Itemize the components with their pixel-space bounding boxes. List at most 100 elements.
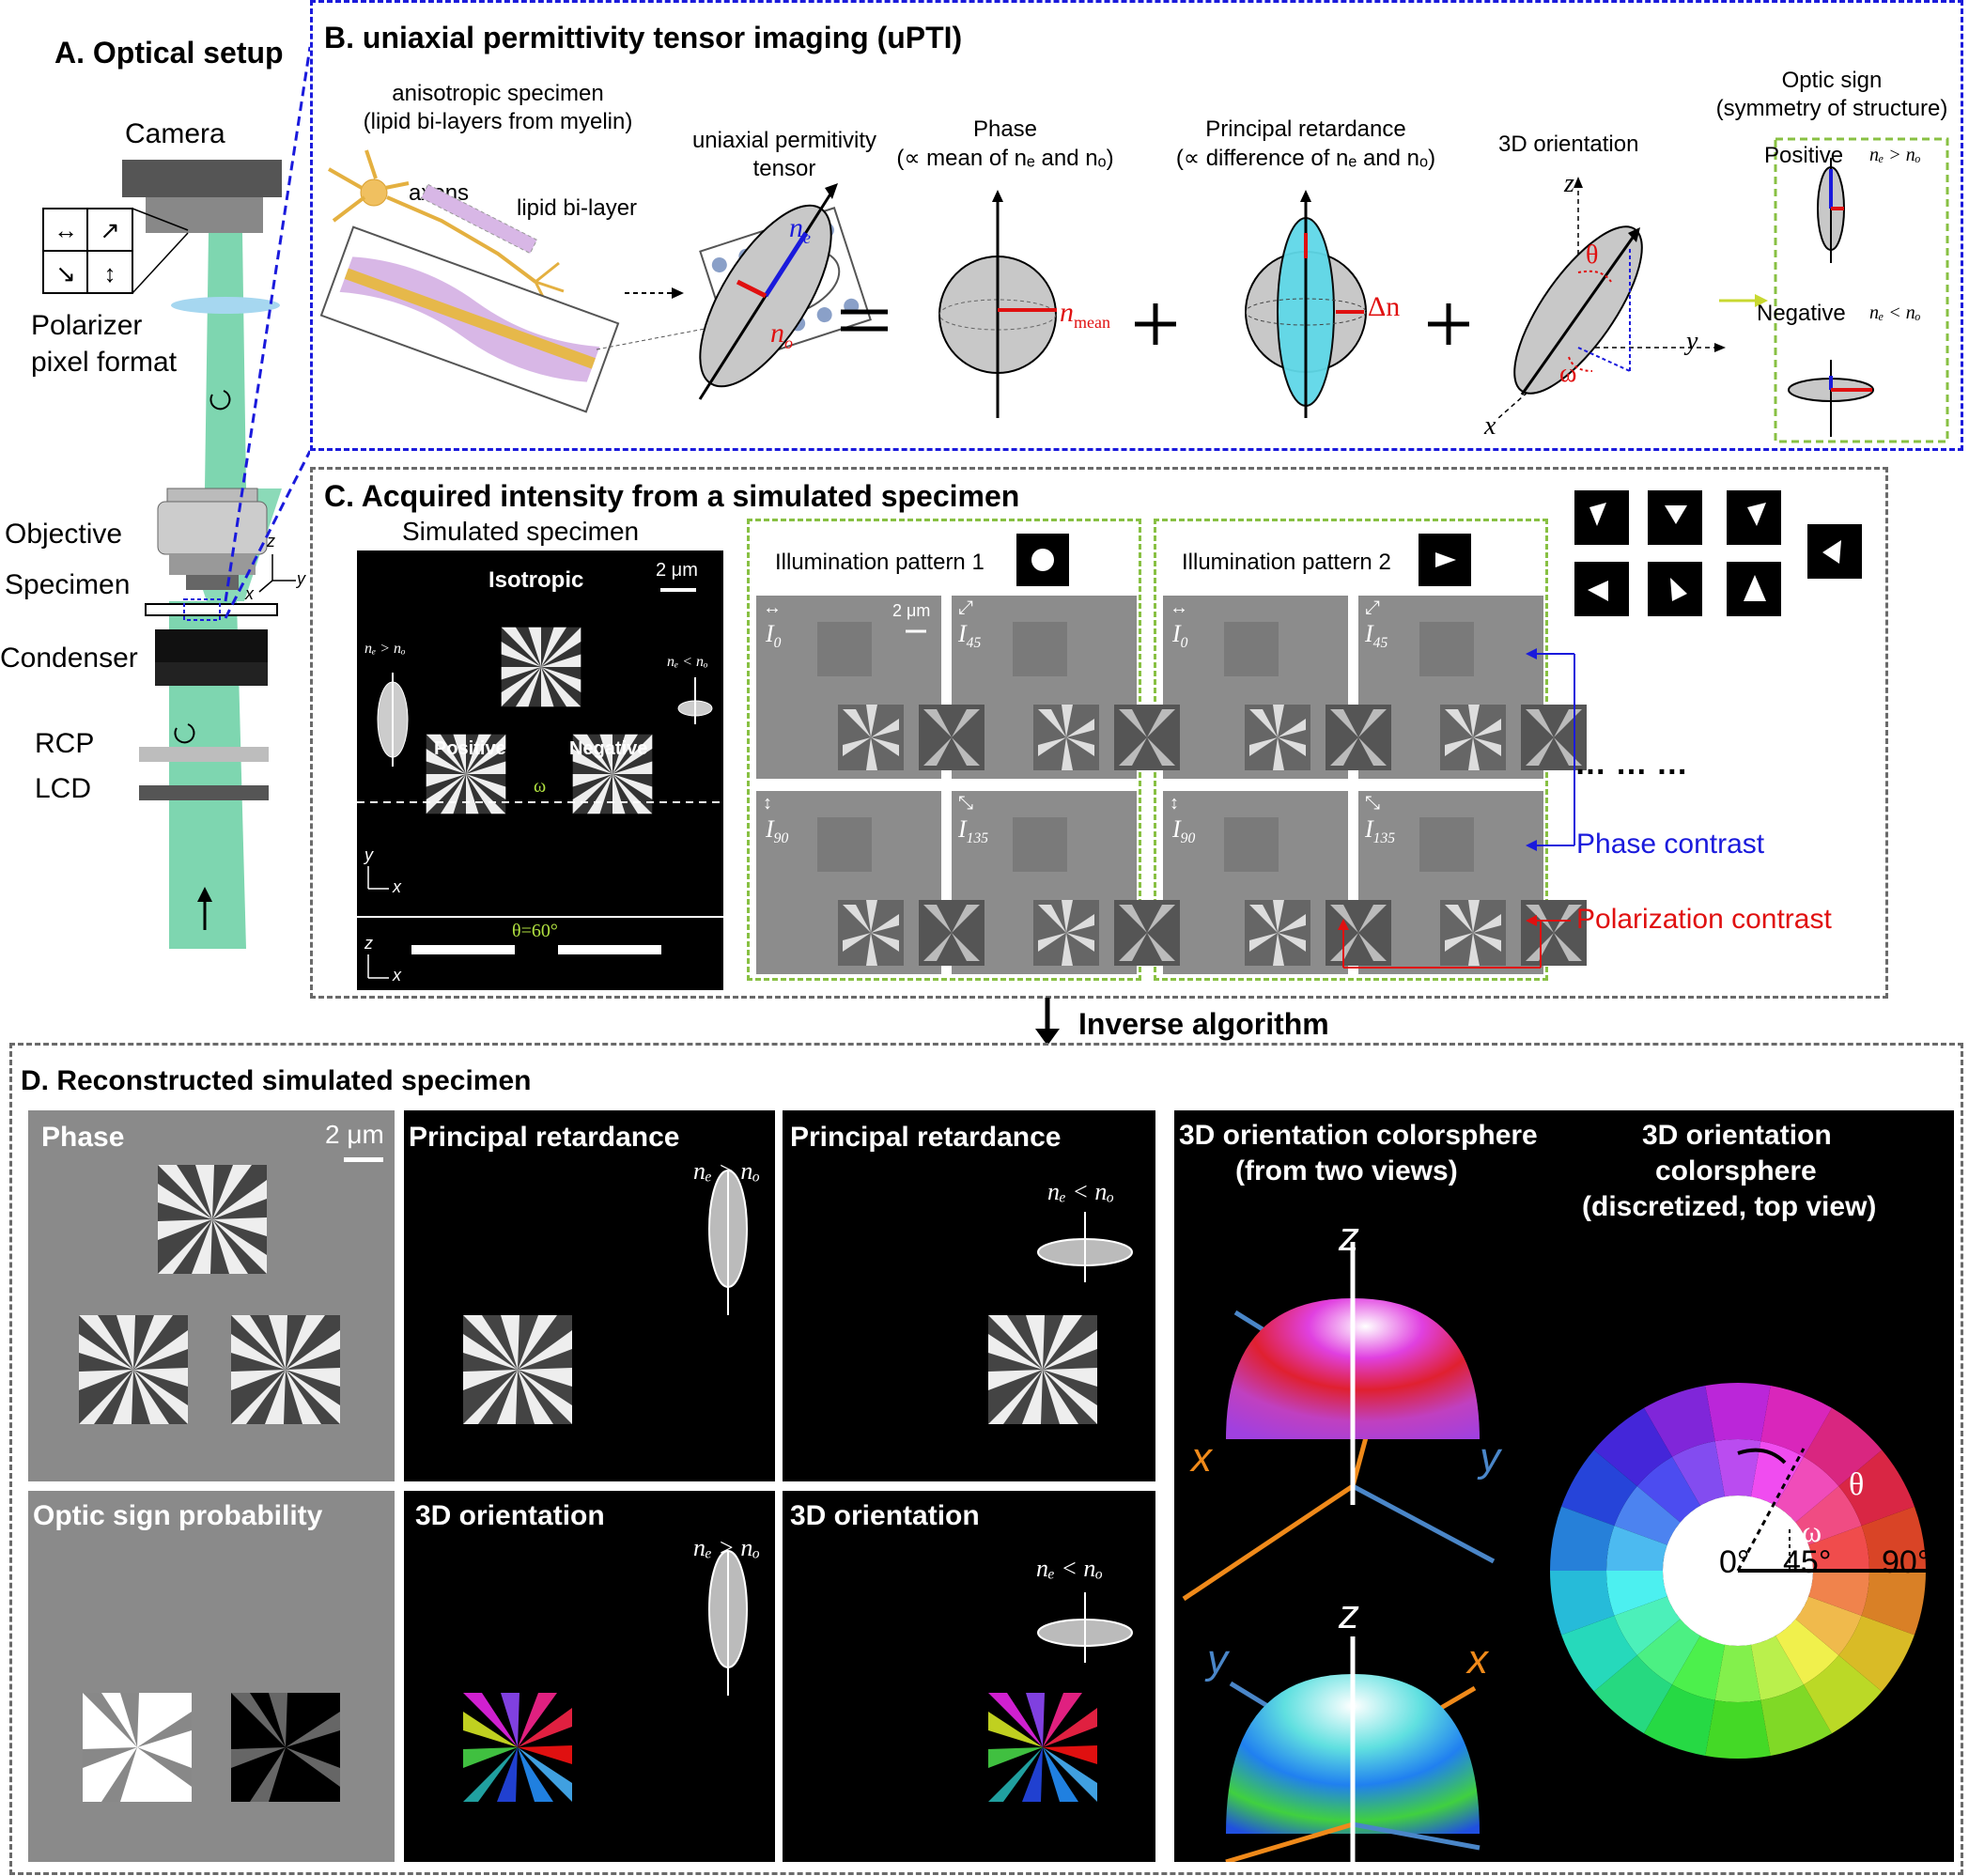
tick-90: 90° xyxy=(1882,1544,1930,1580)
label-i90-1: I90 xyxy=(766,815,789,847)
axis-x-c2: x xyxy=(393,966,401,985)
ne-label: ne xyxy=(789,212,811,247)
label-i135-2: I135 xyxy=(1365,815,1396,847)
retard-title-b: Principal retardance xyxy=(1205,116,1406,142)
tube-lens xyxy=(171,297,280,314)
specimen-label: Specimen xyxy=(5,569,131,600)
panel-c-frame xyxy=(310,467,1888,999)
optical-setup-diagram: ↔ ↗ ↘ ↕ xyxy=(42,46,310,949)
neg-rel-c: nₑ < nₒ xyxy=(667,654,708,670)
optic-sign-box xyxy=(1774,137,1949,443)
pixel-format-label: pixel format xyxy=(31,347,178,378)
sphere-z-1: z xyxy=(1339,1214,1359,1260)
label-i45-1: I45 xyxy=(958,620,982,652)
scale-small-c: 2 μm xyxy=(892,601,931,620)
axis-y-a: y xyxy=(297,569,305,588)
optic-sign-1: Optic sign xyxy=(1781,68,1883,93)
neuron-soma xyxy=(360,178,388,207)
colorsphere-title-2: (from two views) xyxy=(1235,1155,1458,1186)
phase-contrast-label: Phase contrast xyxy=(1576,829,1765,860)
phase-title-b: Phase xyxy=(972,116,1038,142)
rcp-label: RCP xyxy=(35,728,95,759)
panel-d-frame xyxy=(9,1043,1963,1875)
panel-d-title: D. Reconstructed simulated specimen xyxy=(21,1065,532,1096)
orient-title-b: 3D orientation xyxy=(1498,132,1639,157)
label-i45-2: I45 xyxy=(1365,620,1388,652)
axis-y-c: y xyxy=(364,845,373,864)
camera-label: Camera xyxy=(125,118,225,149)
recon-orient-label-1: 3D orientation xyxy=(415,1500,605,1531)
axis-z-b: z xyxy=(1564,169,1574,198)
upti-diagram xyxy=(319,137,1949,443)
camera-body xyxy=(122,160,282,197)
sphere-z-2: z xyxy=(1339,1591,1359,1637)
theta-c: θ=60° xyxy=(512,921,558,941)
label-i135-1: I135 xyxy=(958,815,989,847)
scale-c: 2 μm xyxy=(656,560,698,581)
beam-upper xyxy=(205,233,246,488)
svg-text:↔: ↔ xyxy=(54,216,78,244)
recon-phase-label: Phase xyxy=(41,1122,125,1153)
positive-c: Positive xyxy=(434,738,506,759)
theta-b: θ xyxy=(1586,240,1599,270)
neg-rel-b: nₑ < nₒ xyxy=(1869,302,1921,323)
omega-b: ω xyxy=(1559,359,1577,388)
sphere-x-2: x xyxy=(1467,1636,1488,1682)
discretized-colorwheel xyxy=(1550,1383,1930,1759)
illum-1-pattern xyxy=(1016,534,1069,586)
svg-text:↕: ↕ xyxy=(104,259,116,287)
optic-sign-2: (symmetry of structure) xyxy=(1715,96,1948,121)
rcp-plate xyxy=(139,747,269,762)
specimen-slide xyxy=(145,603,278,616)
no-label: no xyxy=(770,318,793,352)
recon-retard-label-1: Principal retardance xyxy=(409,1122,680,1153)
colorsphere-title-3: 3D orientation xyxy=(1642,1120,1832,1151)
recon-optic-label: Optic sign probability xyxy=(33,1500,323,1531)
lcd-panel xyxy=(139,785,269,800)
illum-2-label: Illumination pattern 2 xyxy=(1182,550,1391,575)
beam-lower xyxy=(169,601,246,949)
objective-label: Objective xyxy=(5,519,123,550)
lipid-label: lipid bi-layer xyxy=(517,195,638,221)
polarization-contrast-label: Polarization contrast xyxy=(1576,904,1832,935)
inverse-algorithm-label: Inverse algorithm xyxy=(1078,1007,1329,1041)
aniso-label-2: (lipid bi-layers from myelin) xyxy=(363,109,633,134)
aniso-label-1: anisotropic specimen xyxy=(392,81,604,106)
colorsphere-panel: 3D orientation colorsphere (from two vie… xyxy=(1174,1110,1954,1862)
colorsphere-title-5: (discretized, top view) xyxy=(1582,1191,1877,1222)
wheel-theta: θ xyxy=(1849,1467,1865,1502)
condenser-label: Condenser xyxy=(0,643,138,674)
wheel-omega: ω xyxy=(1802,1514,1822,1548)
axis-y-b: y xyxy=(1686,327,1698,356)
recon-orient-label-2: 3D orientation xyxy=(790,1500,980,1531)
isotropic-label: Isotropic xyxy=(488,567,584,593)
label-i90-2: I90 xyxy=(1172,815,1196,847)
recon-neg-rel-1: nₑ < nₒ xyxy=(1047,1178,1114,1205)
svg-text:↘: ↘ xyxy=(55,259,76,287)
axis-x-a: x xyxy=(245,584,254,603)
sphere-y-2: y xyxy=(1207,1636,1228,1682)
tensor-label-1: uniaxial permitivity xyxy=(691,128,877,153)
sphere-x-1: x xyxy=(1191,1434,1212,1481)
nmean-label: nmean xyxy=(1060,297,1110,332)
lcd-label: LCD xyxy=(35,773,92,804)
label-i0-1: I0 xyxy=(766,620,782,652)
recon-neg-rel-2: nₑ < nₒ xyxy=(1036,1555,1103,1582)
positive-b: Positive xyxy=(1764,143,1844,168)
pos-rel-b: nₑ > nₒ xyxy=(1869,145,1921,165)
tick-45: 45° xyxy=(1783,1544,1832,1580)
camera-sensor xyxy=(146,197,263,233)
axis-x-c: x xyxy=(393,877,401,896)
illum-1-label: Illumination pattern 1 xyxy=(775,550,984,575)
scale-d: 2 μm xyxy=(325,1120,384,1149)
simulated-specimen: Isotropic 2 μm Positive Negative nₑ > nₒ… xyxy=(357,550,723,990)
pos-rel-c: nₑ > nₒ xyxy=(364,641,406,657)
tensor-label-2: tensor xyxy=(752,156,816,181)
sphere-y-1: y xyxy=(1480,1434,1500,1481)
polarizer-label: Polarizer xyxy=(31,310,143,341)
panel-a-title: A. Optical setup xyxy=(54,36,284,70)
axis-z-c: z xyxy=(364,934,373,953)
dots-label: … … … xyxy=(1574,746,1688,782)
axis-z-a: z xyxy=(267,532,275,550)
colorsphere-title-1: 3D orientation colorsphere xyxy=(1179,1120,1538,1151)
